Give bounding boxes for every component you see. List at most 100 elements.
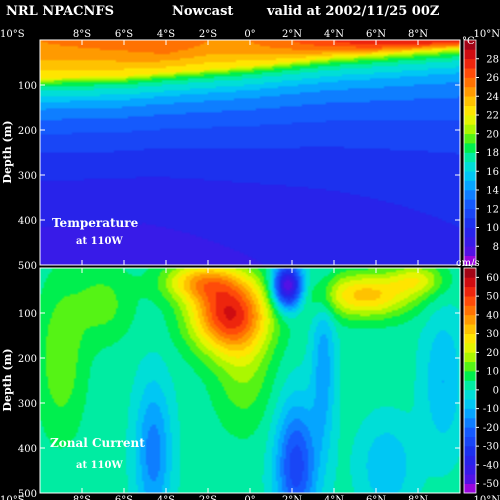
x-tick-label: 10°S	[0, 29, 25, 40]
temperature-colorbar: 8 10 12 14 16 18 20 22 24 26 28	[463, 39, 499, 266]
zonal-current-panel: 10°S8°S6°S4°S2°S0°2°N4°N6°N8°N10°N 10020…	[0, 258, 500, 500]
plot-header: NRL NPACNFS Nowcast valid at 2002/11/25 …	[0, 0, 500, 22]
colorbar-tick-label: 18	[486, 148, 499, 159]
x-tick-label: 4°S	[157, 495, 175, 500]
zonal-current-x-ticks: 10°S 8°S 6°S 4°S 2°S 0° 2°N 4°N 6°N 8°N 10°N	[0, 268, 500, 500]
colorbar-bin	[464, 286, 476, 297]
colorbar-bin	[464, 427, 476, 438]
x-tick-label: 2°N	[282, 29, 302, 40]
colorbar-bin	[464, 49, 476, 60]
colorbar-tick-label: 10	[486, 223, 499, 234]
x-tick-label: 2°N	[282, 495, 302, 500]
colorbar-bin	[464, 124, 476, 135]
colorbar-bin	[464, 389, 476, 400]
colorbar-bin	[464, 58, 476, 69]
colorbar-bin	[464, 464, 476, 475]
colorbar-tick-label: -20	[483, 423, 499, 434]
zonal-current-depth-axis-label: Depth (m)	[1, 348, 14, 411]
colorbar-tick-label: 28	[486, 54, 499, 65]
colorbar-bin	[464, 314, 476, 325]
x-tick-label: 2°S	[199, 495, 217, 500]
colorbar-bin	[464, 436, 476, 447]
x-tick-label: 8°S	[73, 495, 91, 500]
colorbar-tick-label: 12	[486, 204, 499, 215]
temperature-colorbar-unit: °C	[462, 36, 475, 47]
colorbar-bin	[464, 333, 476, 344]
colorbar-bin	[464, 143, 476, 153]
colorbar-bin	[464, 86, 476, 97]
y-tick-label: 100	[18, 309, 37, 320]
x-tick-label: 8°N	[408, 495, 428, 500]
colorbar-tick-label: -30	[483, 442, 499, 453]
y-tick-label: 500	[18, 489, 37, 500]
x-tick-label: 6°S	[115, 495, 133, 500]
colorbar-bin	[464, 296, 476, 306]
x-tick-label: 2°S	[199, 29, 217, 40]
x-tick-label: 0°	[244, 495, 255, 500]
x-tick-label: 6°N	[366, 29, 386, 40]
colorbar-tick-label: 40	[486, 310, 499, 321]
y-tick-label: 400	[18, 444, 37, 455]
colorbar-tick-label: 16	[486, 167, 499, 178]
temperature-annotation-line1: Temperature	[52, 216, 139, 230]
temperature-depth-axis-label: Depth (m)	[1, 120, 14, 183]
colorbar-tick-label: 22	[486, 111, 499, 122]
colorbar-frame	[463, 267, 477, 494]
colorbar-tick-label: -50	[483, 479, 499, 490]
colorbar-bin	[464, 190, 476, 200]
y-tick-label: 100	[18, 81, 37, 92]
colorbar-bin	[464, 474, 476, 484]
colorbar-bin	[464, 246, 476, 256]
zonal-current-colorbar-unit: cm/s	[456, 258, 480, 269]
colorbar-bin	[464, 236, 476, 247]
y-tick-label: 200	[18, 126, 37, 137]
colorbar-bin	[464, 371, 476, 381]
x-tick-label: 4°S	[157, 29, 175, 40]
colorbar-tick-label: 0	[493, 385, 499, 396]
forecast-type-label: Nowcast	[172, 4, 234, 19]
colorbar-bin	[464, 171, 476, 181]
colorbar-bin	[464, 380, 476, 391]
temperature-y-ticks: 100 200 300 400 500	[18, 39, 460, 272]
temperature-annotation-line2: at 110W	[76, 236, 123, 247]
colorbar-bin	[464, 352, 476, 363]
colorbar-bin	[464, 418, 476, 428]
y-tick-label: 500	[18, 261, 37, 272]
x-tick-label: 10°N	[474, 29, 500, 40]
x-tick-label: 4°N	[324, 495, 344, 500]
zonal-current-heatmap	[40, 268, 460, 493]
x-tick-label: 0°	[244, 29, 255, 40]
colorbar-bin	[464, 455, 476, 466]
colorbar-bin	[464, 105, 476, 116]
colorbar-tick-label: 14	[486, 186, 499, 197]
temperature-x-ticks: 10°S 8°S 6°S 4°S 2°S 0° 2°N 4°N 6°N 8°N 10°N	[0, 29, 500, 265]
y-tick-label: 200	[18, 354, 37, 365]
colorbar-bin	[464, 133, 476, 144]
colorbar-bin	[464, 208, 476, 219]
colorbar-bin	[464, 483, 476, 494]
valid-time-label: valid at 2002/11/25 00Z	[267, 4, 440, 19]
colorbar-tick-label: 10	[486, 367, 499, 378]
x-tick-label: 6°N	[366, 495, 386, 500]
colorbar-tick-label: 20	[486, 129, 499, 140]
colorbar-bin	[464, 161, 476, 172]
colorbar-tick-label: -10	[483, 404, 499, 415]
colorbar-bin	[464, 96, 476, 106]
colorbar-bin	[464, 324, 476, 334]
colorbar-bin	[464, 199, 476, 210]
colorbar-bin	[464, 40, 476, 50]
colorbar-bin	[464, 218, 476, 228]
colorbar-bin	[464, 399, 476, 409]
colorbar-bin	[464, 446, 476, 456]
colorbar-bin	[464, 255, 476, 266]
temperature-heatmap	[40, 40, 460, 265]
colorbar-bin	[464, 180, 476, 191]
colorbar-tick-label: 20	[486, 348, 499, 359]
colorbar-tick-label: 26	[486, 73, 499, 84]
colorbar-bin	[464, 277, 476, 288]
colorbar-bin	[464, 152, 476, 163]
temperature-panel: 10°S 8°S 6°S 4°S 2°S 0° 2°N 4°N 6°N 8°N 10°N 100 20…	[0, 29, 500, 272]
colorbar-bin	[464, 227, 476, 238]
x-tick-label: 4°N	[324, 29, 344, 40]
